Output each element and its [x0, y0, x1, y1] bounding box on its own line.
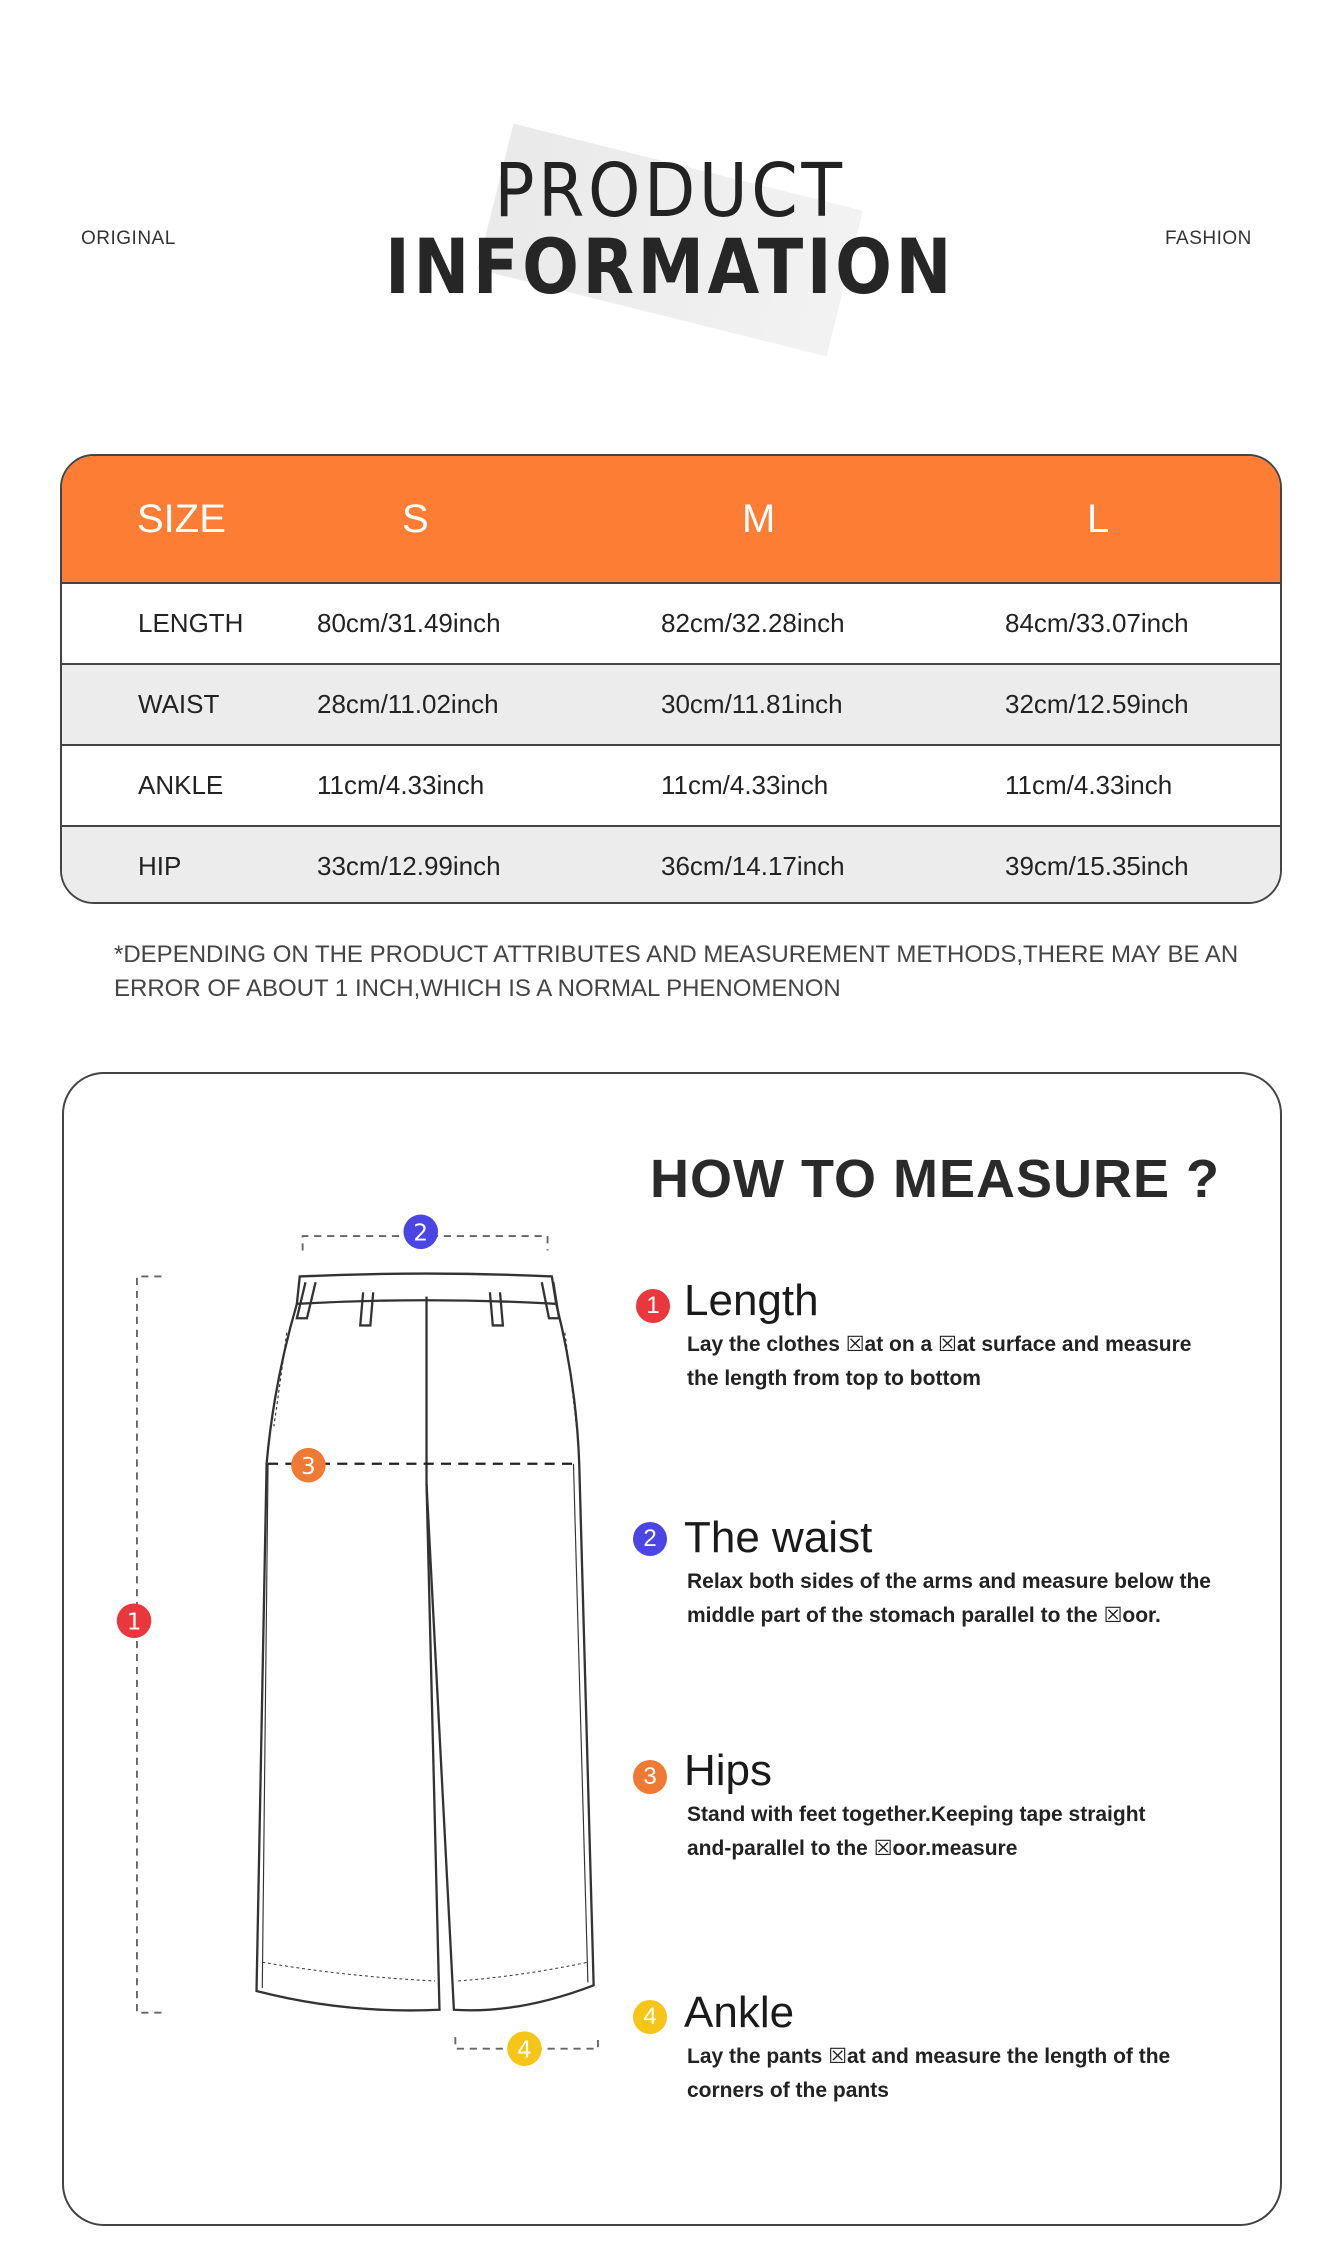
length-description: Lay the clothes ☒at on a ☒at surface and…: [687, 1328, 1191, 1396]
badge-4-icon: 4: [507, 2031, 542, 2066]
waist-heading: The waist: [684, 1513, 873, 1562]
length-guide: [136, 1275, 162, 2014]
badge-2-icon: 2: [403, 1214, 439, 1250]
cell-l: 84cm/33.07inch: [1005, 608, 1189, 638]
hips-badge-icon: 3: [633, 1760, 667, 1794]
cell-l: 11cm/4.33inch: [1005, 770, 1173, 800]
cell-m: 82cm/32.28inch: [661, 608, 845, 638]
page-title-line1: PRODUCT: [494, 148, 846, 234]
fashion-label: FASHION: [1165, 228, 1252, 249]
cell-s: 11cm/4.33inch: [317, 770, 485, 800]
row-label: HIP: [138, 851, 182, 881]
how-to-measure-title: HOW TO MEASURE ?: [650, 1149, 1221, 1209]
svg-text:4: 4: [517, 2037, 532, 2063]
measurement-note: *DEPENDING ON THE PRODUCT ATTRIBUTES AND…: [114, 938, 1264, 1006]
cell-m: 36cm/14.17inch: [661, 851, 845, 881]
header-s: S: [402, 497, 429, 541]
hips-heading: Hips: [684, 1746, 773, 1795]
badge-1-icon: 1: [116, 1603, 152, 1639]
desc-line: Stand with feet together.Keeping tape st…: [687, 1803, 1146, 1826]
waist-description: Relax both sides of the arms and measure…: [687, 1565, 1211, 1633]
ankle-heading: Ankle: [684, 1988, 795, 2037]
desc-line: Relax both sides of the arms and measure…: [687, 1570, 1211, 1593]
measure-guides: [136, 1235, 599, 2050]
cell-l: 32cm/12.59inch: [1005, 689, 1189, 719]
page-title-line2: INFORMATION: [384, 222, 956, 311]
hips-description: Stand with feet together.Keeping tape st…: [687, 1798, 1146, 1866]
how-to-measure-panel: [62, 1072, 1282, 2226]
desc-line: corners of the pants: [687, 2079, 889, 2102]
pants-outline: [255, 1272, 595, 2012]
header-size: SIZE: [137, 497, 226, 541]
original-label: ORIGINAL: [81, 228, 176, 249]
table-row: LENGTH 80cm/31.49inch 82cm/32.28inch 84c…: [62, 584, 1280, 665]
length-heading: Length: [684, 1276, 819, 1325]
desc-line: and-parallel to the ☒oor.measure: [687, 1837, 1018, 1860]
desc-line: Lay the clothes ☒at on a ☒at surface and…: [687, 1333, 1192, 1356]
ankle-badge-icon: 4: [633, 2000, 667, 2034]
size-table-header: SIZE S M L: [62, 456, 1280, 584]
desc-line: middle part of the stomach parallel to t…: [687, 1604, 1161, 1627]
header-l: L: [1087, 497, 1110, 541]
ankle-description: Lay the pants ☒at and measure the length…: [687, 2040, 1170, 2108]
cell-m: 30cm/11.81inch: [661, 689, 843, 719]
cell-l: 39cm/15.35inch: [1005, 851, 1189, 881]
note-line-1: *DEPENDING ON THE PRODUCT ATTRIBUTES AND…: [114, 941, 1239, 968]
note-line-2: ERROR OF ABOUT 1 INCH,WHICH IS A NORMAL …: [114, 975, 841, 1002]
cell-s: 33cm/12.99inch: [317, 851, 501, 881]
size-table: SIZE S M L LENGTH 80cm/31.49inch 82cm/32…: [60, 454, 1282, 904]
svg-text:2: 2: [413, 1220, 428, 1246]
header-m: M: [742, 497, 776, 541]
row-label: WAIST: [138, 689, 220, 719]
desc-line: the length from top to bottom: [687, 1367, 981, 1390]
length-badge-icon: 1: [636, 1289, 670, 1323]
waist-badge-icon: 2: [633, 1522, 667, 1556]
badge-3-icon: 3: [291, 1447, 326, 1483]
desc-line: Lay the pants ☒at and measure the length…: [687, 2045, 1171, 2068]
cell-s: 28cm/11.02inch: [317, 689, 499, 719]
row-label: ANKLE: [138, 770, 224, 800]
table-row: WAIST 28cm/11.02inch 30cm/11.81inch 32cm…: [62, 665, 1280, 746]
cell-s: 80cm/31.49inch: [317, 608, 501, 638]
table-row: ANKLE 11cm/4.33inch 11cm/4.33inch 11cm/4…: [62, 746, 1280, 827]
row-label: LENGTH: [138, 608, 244, 638]
svg-text:3: 3: [301, 1454, 316, 1480]
table-row: HIP 33cm/12.99inch 36cm/14.17inch 39cm/1…: [62, 827, 1280, 902]
cell-m: 11cm/4.33inch: [661, 770, 829, 800]
svg-text:1: 1: [127, 1609, 142, 1635]
